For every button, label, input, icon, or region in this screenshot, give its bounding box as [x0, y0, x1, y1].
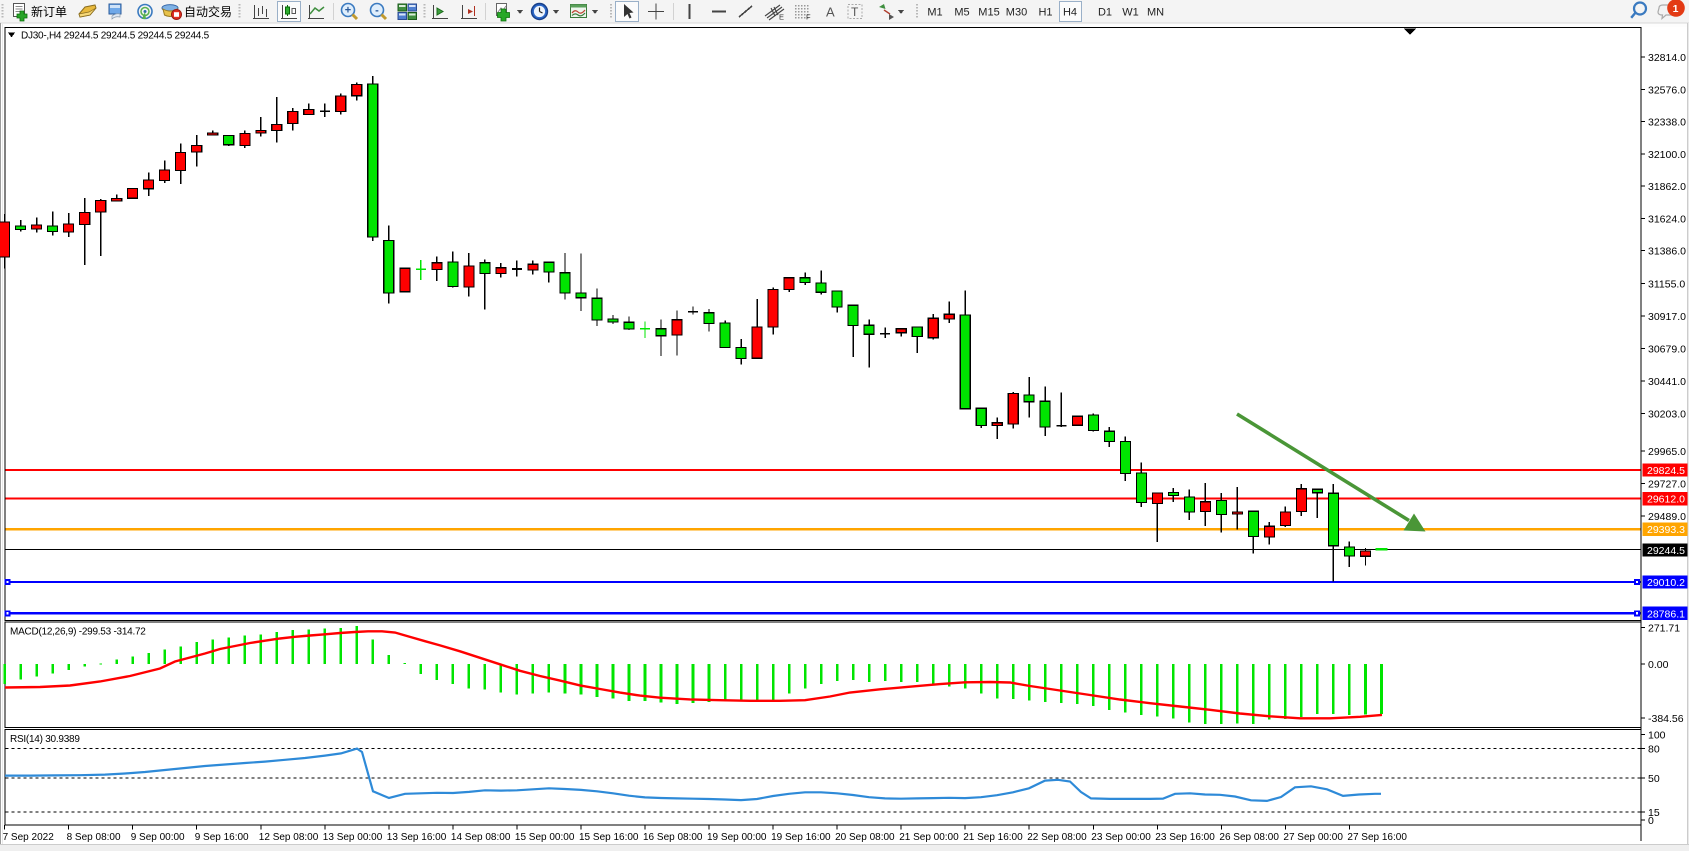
- svg-text:+: +: [345, 5, 351, 17]
- svg-text:13 Sep 00:00: 13 Sep 00:00: [323, 832, 383, 843]
- svg-text:A: A: [826, 5, 835, 20]
- svg-text:23 Sep 16:00: 23 Sep 16:00: [1155, 832, 1215, 843]
- svg-text:32576.0: 32576.0: [1648, 85, 1686, 97]
- svg-text:31386.0: 31386.0: [1648, 246, 1686, 258]
- svg-text:19 Sep 16:00: 19 Sep 16:00: [771, 832, 831, 843]
- svg-text:31862.0: 31862.0: [1648, 181, 1686, 193]
- svg-text:29010.2: 29010.2: [1647, 577, 1685, 589]
- svg-text:31624.0: 31624.0: [1648, 213, 1686, 225]
- svg-text:M5: M5: [954, 7, 969, 19]
- svg-text:新订单: 新订单: [31, 4, 67, 19]
- svg-text:RSI(14) 30.9389: RSI(14) 30.9389: [10, 734, 80, 745]
- svg-text:E: E: [779, 13, 784, 22]
- svg-text:80: 80: [1648, 743, 1660, 755]
- svg-text:16 Sep 08:00: 16 Sep 08:00: [643, 832, 703, 843]
- svg-text:29612.0: 29612.0: [1647, 494, 1685, 506]
- svg-text:32338.0: 32338.0: [1648, 117, 1686, 129]
- svg-text:26 Sep 08:00: 26 Sep 08:00: [1219, 832, 1279, 843]
- svg-text:50: 50: [1648, 773, 1660, 785]
- svg-text:DJ30-,H4 29244.5 29244.5 2924: DJ30-,H4 29244.5 29244.5 29244.5 29244.5: [21, 31, 210, 42]
- svg-text:23 Sep 00:00: 23 Sep 00:00: [1091, 832, 1151, 843]
- svg-text:21 Sep 16:00: 21 Sep 16:00: [963, 832, 1023, 843]
- svg-text:8 Sep 08:00: 8 Sep 08:00: [67, 832, 121, 843]
- svg-text:-: -: [375, 5, 379, 17]
- svg-text:29965.0: 29965.0: [1648, 446, 1686, 458]
- svg-text:H4: H4: [1063, 7, 1077, 19]
- svg-text:9 Sep 16:00: 9 Sep 16:00: [195, 832, 249, 843]
- svg-text:15: 15: [1648, 807, 1660, 819]
- svg-text:MACD(12,26,9) -299.53 -314.72: MACD(12,26,9) -299.53 -314.72: [10, 627, 146, 638]
- svg-text:D1: D1: [1098, 7, 1112, 19]
- svg-text:14 Sep 08:00: 14 Sep 08:00: [451, 832, 511, 843]
- svg-text:F: F: [806, 13, 811, 22]
- svg-text:15 Sep 00:00: 15 Sep 00:00: [515, 832, 575, 843]
- svg-text:7 Sep 2022: 7 Sep 2022: [3, 832, 55, 843]
- svg-text:32814.0: 32814.0: [1648, 52, 1686, 64]
- svg-text:12 Sep 08:00: 12 Sep 08:00: [259, 832, 319, 843]
- svg-text:20 Sep 08:00: 20 Sep 08:00: [835, 832, 895, 843]
- svg-text:31155.0: 31155.0: [1648, 279, 1685, 291]
- svg-text:M1: M1: [927, 7, 942, 19]
- svg-text:100: 100: [1648, 730, 1666, 742]
- svg-text:29393.3: 29393.3: [1647, 524, 1685, 536]
- svg-text:21 Sep 00:00: 21 Sep 00:00: [899, 832, 959, 843]
- svg-text:H1: H1: [1038, 7, 1052, 19]
- svg-text:自动交易: 自动交易: [184, 4, 232, 19]
- svg-text:W1: W1: [1122, 7, 1139, 19]
- svg-text:29489.0: 29489.0: [1648, 511, 1686, 523]
- svg-text:27 Sep 00:00: 27 Sep 00:00: [1283, 832, 1343, 843]
- svg-text:MN: MN: [1147, 7, 1164, 19]
- svg-text:29244.5: 29244.5: [1647, 545, 1685, 557]
- svg-text:9 Sep 00:00: 9 Sep 00:00: [131, 832, 185, 843]
- svg-text:30917.0: 30917.0: [1648, 311, 1686, 323]
- svg-text:T: T: [851, 5, 859, 19]
- svg-text:M30: M30: [1006, 7, 1027, 19]
- svg-text:29727.0: 29727.0: [1648, 479, 1686, 491]
- svg-text:30679.0: 30679.0: [1648, 344, 1686, 356]
- svg-text:-384.56: -384.56: [1648, 713, 1684, 725]
- svg-text:13 Sep 16:00: 13 Sep 16:00: [387, 832, 447, 843]
- svg-text:28786.1: 28786.1: [1647, 608, 1685, 620]
- svg-text:30203.0: 30203.0: [1648, 409, 1686, 421]
- svg-text:0.00: 0.00: [1648, 659, 1669, 671]
- svg-text:M15: M15: [978, 7, 999, 19]
- svg-text:22 Sep 08:00: 22 Sep 08:00: [1027, 832, 1087, 843]
- svg-text:30441.0: 30441.0: [1648, 376, 1686, 388]
- svg-text:0: 0: [1648, 815, 1654, 827]
- svg-text:19 Sep 00:00: 19 Sep 00:00: [707, 832, 767, 843]
- svg-text:15 Sep 16:00: 15 Sep 16:00: [579, 832, 639, 843]
- svg-text:32100.0: 32100.0: [1648, 149, 1686, 161]
- svg-text:29824.5: 29824.5: [1647, 465, 1685, 477]
- svg-text:1: 1: [1673, 3, 1679, 15]
- svg-text:27 Sep 16:00: 27 Sep 16:00: [1347, 832, 1407, 843]
- svg-text:271.71: 271.71: [1648, 623, 1680, 635]
